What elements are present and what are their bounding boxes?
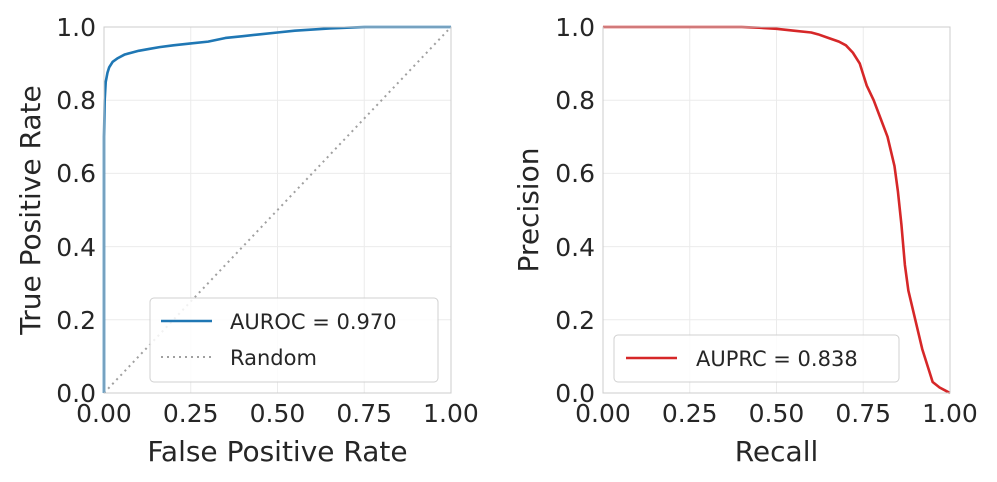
pr-ytick-1: 0.2: [555, 306, 595, 335]
pr-ytick-0: 0.0: [555, 379, 595, 408]
pr-panel: 0.00 0.25 0.50 0.75 1.00 0.0 0.2 0.4 0.6…: [512, 13, 978, 468]
roc-ytick-3: 0.6: [56, 159, 96, 188]
roc-legend-label-auroc: AUROC = 0.970: [230, 310, 397, 334]
pr-ytick-4: 0.8: [555, 86, 595, 115]
pr-ytick-5: 1.0: [555, 13, 595, 42]
pr-y-axis-label: Precision: [512, 148, 545, 273]
pr-frame: [602, 26, 951, 394]
roc-panel: 0.00 0.25 0.50 0.75 1.00 0.0 0.2 0.4 0.6…: [14, 13, 479, 468]
pr-legend-label-auprc: AUPRC = 0.838: [696, 347, 858, 371]
roc-legend-box: [149, 297, 439, 383]
pr-x-ticks: 0.00 0.25 0.50 0.75 1.00: [575, 399, 978, 428]
pr-curve: [603, 25, 951, 395]
roc-x-ticks: 0.00 0.25 0.50 0.75 1.00: [76, 399, 479, 428]
roc-legend: AUROC = 0.970 Random: [149, 297, 439, 383]
roc-xtick-4: 1.00: [423, 399, 479, 428]
roc-y-axis-label: True Positive Rate: [14, 85, 47, 335]
roc-ytick-1: 0.2: [56, 306, 96, 335]
pr-xtick-4: 1.00: [922, 399, 978, 428]
pr-x-axis-label: Recall: [735, 435, 819, 468]
pr-xtick-3: 0.75: [835, 399, 891, 428]
pr-ytick-3: 0.6: [555, 159, 595, 188]
pr-ytick-2: 0.4: [555, 233, 595, 262]
roc-ytick-4: 0.8: [56, 86, 96, 115]
roc-xtick-2: 0.50: [250, 399, 306, 428]
roc-xtick-0: 0.00: [76, 399, 132, 428]
pr-xtick-2: 0.50: [749, 399, 805, 428]
roc-xtick-1: 0.25: [163, 399, 219, 428]
roc-ytick-5: 1.0: [56, 13, 96, 42]
pr-xtick-0: 0.00: [575, 399, 631, 428]
roc-legend-label-random: Random: [230, 346, 317, 370]
pr-y-ticks: 0.0 0.2 0.4 0.6 0.8 1.0: [555, 13, 595, 408]
pr-legend-box: [613, 334, 900, 383]
roc-curve: [102, 25, 451, 393]
roc-ytick-2: 0.4: [56, 233, 96, 262]
pr-xtick-1: 0.25: [662, 399, 718, 428]
roc-xtick-3: 0.75: [336, 399, 392, 428]
roc-x-axis-label: False Positive Rate: [147, 435, 407, 468]
pr-legend: AUPRC = 0.838: [613, 334, 900, 383]
pr-gridlines: [603, 27, 950, 393]
roc-ytick-0: 0.0: [56, 379, 96, 408]
roc-frame: [103, 26, 452, 394]
roc-y-ticks: 0.0 0.2 0.4 0.6 0.8 1.0: [56, 13, 96, 408]
